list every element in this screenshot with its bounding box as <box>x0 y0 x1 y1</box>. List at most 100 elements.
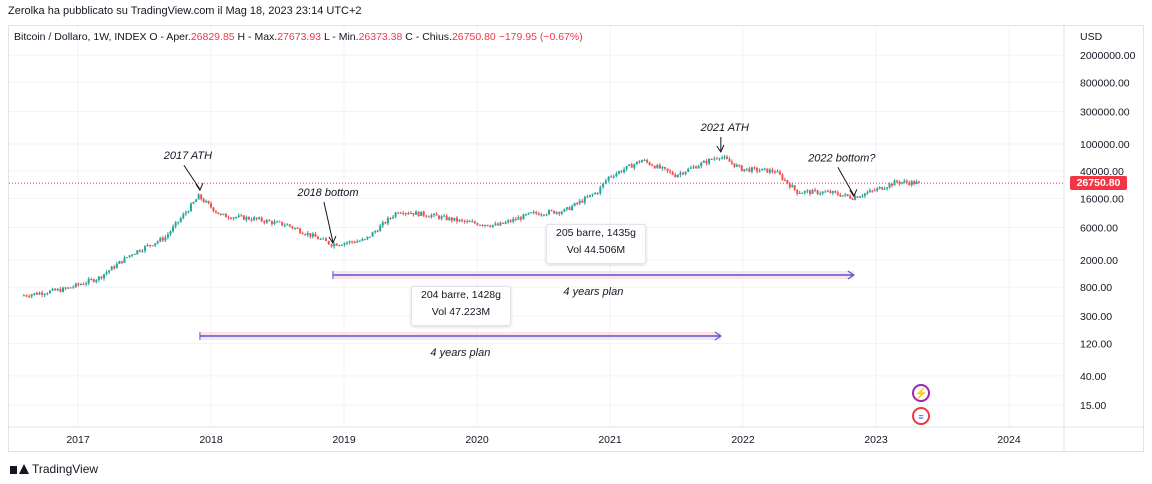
candle-body <box>187 211 190 213</box>
candle-body <box>695 166 698 169</box>
candle-body <box>82 284 85 286</box>
candle-body <box>386 217 389 224</box>
candle-body <box>766 168 769 173</box>
candle-body <box>888 183 891 188</box>
candle-body <box>250 219 253 221</box>
annotation-arrow-head <box>328 235 337 245</box>
y-tick-label: 800000.00 <box>1080 77 1130 89</box>
candle-body <box>633 164 636 168</box>
candle-body <box>120 261 123 263</box>
candle-body <box>663 167 666 169</box>
candle-body <box>174 222 177 227</box>
candle-body <box>679 172 682 175</box>
candle-body <box>227 217 230 219</box>
candle-body <box>612 176 615 178</box>
candle-body <box>299 228 302 234</box>
candle-body <box>371 232 374 237</box>
candle-body <box>725 156 728 159</box>
candle-body <box>197 194 200 200</box>
candle-body <box>806 190 809 192</box>
candle-body <box>309 233 312 237</box>
lightning-icon[interactable]: ⚡ <box>912 384 930 402</box>
candle-body <box>669 170 672 172</box>
candle-body <box>509 220 512 222</box>
chart-frame <box>8 25 1144 452</box>
candle-body <box>798 193 801 195</box>
candle-body <box>100 276 103 279</box>
candle-body <box>740 165 743 172</box>
candle-body <box>374 231 377 233</box>
candle-body <box>630 164 633 168</box>
us-flag-icon[interactable]: ≡ <box>912 407 930 425</box>
candle-body <box>748 168 751 172</box>
candle-body <box>438 215 441 219</box>
candle-body <box>519 217 522 220</box>
candle-body <box>591 194 594 196</box>
candle-body <box>327 240 330 245</box>
currency-label[interactable]: USD <box>1080 31 1103 43</box>
candle-body <box>908 182 911 185</box>
candle-body <box>389 217 392 219</box>
close-value: 26750.80 <box>451 31 496 43</box>
candle-body <box>873 190 876 192</box>
candle-body <box>169 231 172 235</box>
annotation-label: 2018 bottom <box>296 187 358 199</box>
candle-body <box>781 174 784 180</box>
x-tick-label: 2021 <box>598 434 622 446</box>
candle-body <box>338 245 341 247</box>
candle-body <box>502 222 505 224</box>
candle-body <box>409 213 412 215</box>
y-tick-label: 100000.00 <box>1080 139 1130 151</box>
candle-body <box>803 191 806 193</box>
open-label: O - Aper. <box>149 31 191 43</box>
candle-body <box>661 167 664 169</box>
candle-body <box>718 158 721 160</box>
candle-body <box>159 237 162 242</box>
candle-body <box>607 176 610 181</box>
candle-body <box>676 174 679 178</box>
high-value: 27673.93 <box>277 31 322 43</box>
candle-body <box>311 233 314 237</box>
candle-body <box>381 222 384 226</box>
candle-body <box>376 231 379 233</box>
candle-body <box>43 294 46 296</box>
symbol-label: Bitcoin / Dollaro, 1W, INDEX <box>14 31 147 43</box>
candle-body <box>103 274 106 279</box>
candle-body <box>883 188 886 190</box>
y-tick-label: 800.00 <box>1080 282 1112 294</box>
candle-body <box>448 217 451 221</box>
candle-body <box>653 165 656 169</box>
candle-body <box>56 288 59 291</box>
annotation-arrow-head <box>849 189 858 198</box>
last-price-tag: 26750.80 <box>1070 176 1127 190</box>
y-tick-label: 40.00 <box>1080 371 1106 383</box>
candle-body <box>811 189 814 194</box>
ohlc-legend: Bitcoin / Dollaro, 1W, INDEX O - Aper. 26… <box>14 31 583 43</box>
candle-body <box>189 203 192 212</box>
candle-body <box>871 190 874 192</box>
candle-body <box>242 215 245 220</box>
candle-body <box>527 212 530 215</box>
high-label: H - Max. <box>237 31 278 43</box>
candle-body <box>863 193 866 196</box>
candle-body <box>270 221 273 224</box>
candle-body <box>265 220 268 223</box>
candle-body <box>255 217 258 219</box>
candle-body <box>172 226 175 232</box>
candle-body <box>330 244 333 247</box>
candle-body <box>184 212 187 215</box>
range-info-box-1-line1: 205 barre, 1435g <box>556 227 636 239</box>
candle-body <box>306 233 309 235</box>
candle-body <box>839 194 842 197</box>
candle-body <box>415 211 418 215</box>
candle-body <box>258 217 261 219</box>
candle-body <box>235 217 238 219</box>
range-arrow-head <box>847 270 855 280</box>
candle-body <box>404 213 407 215</box>
candle-body <box>821 191 824 194</box>
candle-body <box>535 211 538 214</box>
candle-body <box>161 237 164 241</box>
candle-body <box>77 283 80 285</box>
candle-body <box>468 221 471 223</box>
